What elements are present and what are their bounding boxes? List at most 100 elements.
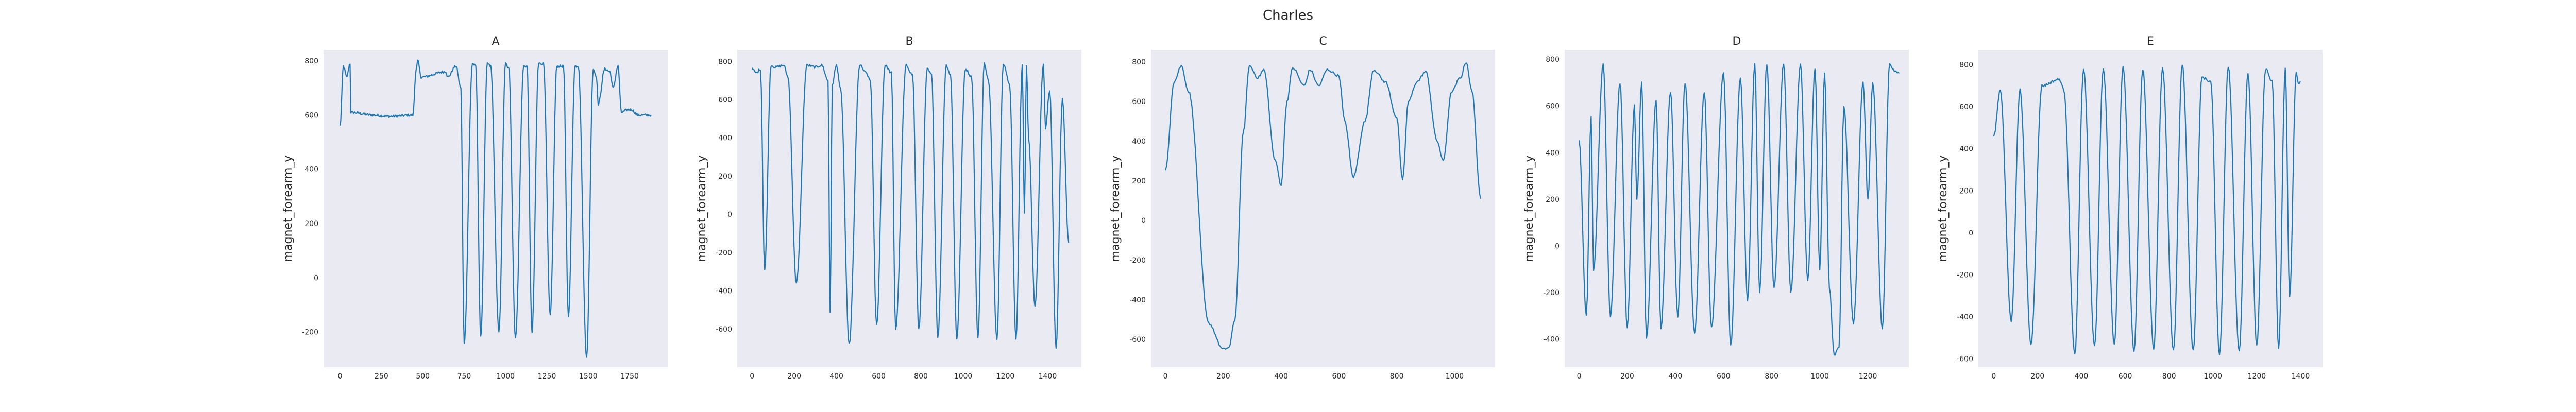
- y-tick-label: 600: [304, 111, 318, 119]
- y-tick-label: -200: [716, 249, 732, 257]
- series-line: [1993, 64, 2301, 355]
- x-tick-label: 1250: [538, 372, 556, 381]
- y-tick-label: -600: [1957, 355, 1973, 364]
- x-tick-label: 500: [416, 372, 430, 381]
- x-tick-label: 0: [1991, 372, 1996, 381]
- y-tick-label: 200: [304, 220, 318, 228]
- y-tick-label: 200: [1132, 177, 1146, 185]
- x-tick-label: 1500: [579, 372, 598, 381]
- subplot-title: B: [905, 35, 913, 48]
- x-tick-label: 1000: [1810, 372, 1829, 381]
- x-tick-label: 800: [1390, 372, 1404, 381]
- y-axis-label: magnet_forearm_y: [282, 156, 295, 262]
- y-tick-label: 600: [1546, 102, 1560, 111]
- x-tick-label: 1200: [1859, 372, 1877, 381]
- x-tick-label: 1400: [1039, 372, 1057, 381]
- x-tick-label: 400: [1669, 372, 1683, 381]
- y-axis-label: magnet_forearm_y: [1109, 156, 1122, 262]
- y-tick-label: 400: [304, 166, 318, 174]
- y-tick-label: -600: [716, 325, 732, 334]
- plot-area: [1978, 50, 2323, 367]
- plot-area: [1565, 50, 1909, 367]
- x-tick-label: 0: [1577, 372, 1582, 381]
- y-tick-label: 600: [1959, 103, 1973, 111]
- y-tick-label: 200: [718, 173, 732, 181]
- y-tick-label: 800: [1959, 61, 1973, 70]
- y-tick-label: 600: [718, 96, 732, 104]
- series-line: [340, 59, 652, 358]
- x-tick-label: 600: [872, 372, 886, 381]
- x-tick-label: 0: [1163, 372, 1168, 381]
- subplot-title: E: [2147, 35, 2154, 48]
- series-line: [1165, 62, 1481, 350]
- x-tick-label: 800: [1765, 372, 1778, 381]
- subplot-title: C: [1319, 35, 1327, 48]
- x-tick-label: 600: [2119, 372, 2132, 381]
- y-axis-label: magnet_forearm_y: [1523, 156, 1536, 262]
- plot-area: [324, 50, 668, 367]
- x-tick-label: 400: [829, 372, 843, 381]
- x-tick-label: 250: [375, 372, 388, 381]
- y-tick-label: 0: [727, 211, 732, 219]
- x-tick-label: 1750: [620, 372, 639, 381]
- y-tick-label: -200: [1957, 271, 1973, 280]
- subplot-title: D: [1733, 35, 1741, 48]
- y-tick-label: 400: [1546, 149, 1560, 157]
- y-tick-label: 800: [1132, 58, 1146, 66]
- y-tick-label: 800: [1546, 56, 1560, 64]
- y-tick-label: 800: [718, 58, 732, 66]
- y-tick-label: 400: [718, 134, 732, 143]
- y-tick-label: -200: [302, 329, 318, 337]
- x-tick-label: 200: [1216, 372, 1230, 381]
- x-tick-label: 1000: [954, 372, 973, 381]
- figure-title: Charles: [1263, 8, 1313, 23]
- y-tick-label: 600: [1132, 98, 1146, 106]
- y-tick-label: 0: [1969, 229, 1973, 237]
- y-tick-label: -200: [1543, 289, 1560, 297]
- y-tick-label: 0: [314, 274, 318, 282]
- y-tick-label: 0: [1555, 242, 1560, 250]
- x-tick-label: 600: [1332, 372, 1346, 381]
- x-tick-label: 1000: [2204, 372, 2222, 381]
- x-tick-label: 0: [338, 372, 343, 381]
- y-tick-label: 200: [1546, 196, 1560, 204]
- plot-area: [1151, 50, 1495, 367]
- y-tick-label: 200: [1959, 187, 1973, 195]
- y-axis-label: magnet_forearm_y: [1937, 156, 1950, 262]
- x-tick-label: 400: [1274, 372, 1288, 381]
- subplot-title: A: [492, 35, 499, 48]
- x-tick-label: 1000: [496, 372, 515, 381]
- x-tick-label: 400: [2075, 372, 2089, 381]
- x-tick-label: 600: [1717, 372, 1731, 381]
- y-axis-label: magnet_forearm_y: [696, 156, 708, 262]
- x-tick-label: 200: [2031, 372, 2045, 381]
- x-tick-label: 800: [914, 372, 928, 381]
- y-tick-label: -600: [1129, 336, 1146, 344]
- y-tick-label: 400: [1132, 138, 1146, 146]
- x-tick-label: 200: [787, 372, 801, 381]
- y-tick-label: -200: [1129, 256, 1146, 265]
- x-tick-label: 1400: [2292, 372, 2310, 381]
- series-line: [751, 62, 1070, 349]
- x-tick-label: 1200: [2248, 372, 2266, 381]
- x-tick-label: 0: [750, 372, 754, 381]
- plot-area: [737, 50, 1081, 367]
- series-line: [1578, 63, 1900, 356]
- y-tick-label: -400: [1957, 313, 1973, 321]
- x-tick-label: 200: [1620, 372, 1634, 381]
- x-tick-label: 750: [457, 372, 471, 381]
- y-tick-label: 0: [1141, 217, 1146, 225]
- y-tick-label: 800: [304, 57, 318, 65]
- x-tick-label: 800: [2162, 372, 2176, 381]
- y-tick-label: 400: [1959, 145, 1973, 153]
- x-tick-label: 1000: [1446, 372, 1464, 381]
- y-tick-label: -400: [1543, 336, 1560, 344]
- y-tick-label: -400: [1129, 296, 1146, 304]
